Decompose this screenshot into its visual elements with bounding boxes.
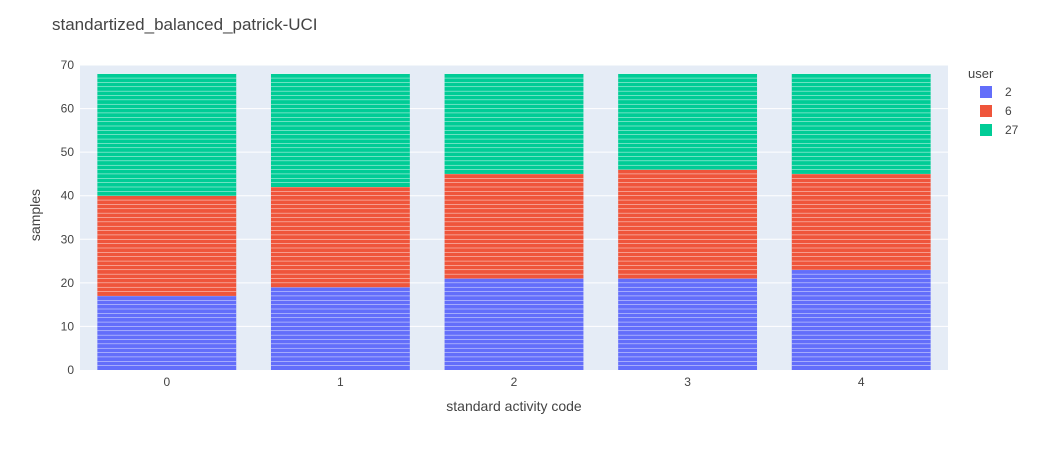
y-tick-label: 30 [61,232,75,246]
bar-user-6-activity-1 [270,187,410,288]
bar-segment [444,173,584,279]
x-tick-label: 2 [511,375,518,389]
bars-layer [97,73,931,370]
x-tick-label: 4 [858,375,865,389]
y-tick-label: 0 [67,363,74,377]
bar-segment [444,73,584,174]
bar-segment [791,269,931,370]
bar-user-2-activity-3 [618,278,758,370]
bar-segment [97,295,237,370]
legend-swatch [980,124,992,136]
x-tick-label: 0 [163,375,170,389]
bar-segment [618,278,758,370]
legend-items: 2 6 27 [980,85,1019,137]
bar-user-2-activity-4 [791,269,931,370]
bar-user-27-activity-2 [444,73,584,174]
bar-segment [618,169,758,279]
x-tick-label: 3 [684,375,691,389]
bar-segment [270,73,410,187]
bar-segment [270,186,410,288]
chart-title: standartized_balanced_patrick-UCI [52,15,318,34]
bar-segment [618,73,758,170]
legend-item-6[interactable]: 6 [980,104,1012,118]
legend-item-27[interactable]: 27 [980,123,1019,137]
bar-user-27-activity-4 [791,73,931,174]
bar-segment [97,195,237,296]
legend-title: user [968,66,994,81]
y-tick-label: 20 [61,276,75,290]
y-tick-label: 50 [61,145,75,159]
y-tick-label: 40 [61,189,75,203]
legend: user 2 6 27 [968,66,1019,137]
bar-segment [444,278,584,370]
bar-user-2-activity-0 [97,295,237,370]
y-tick-label: 10 [61,319,75,333]
x-axis-ticks: 0 1 2 3 4 [163,375,864,389]
bar-user-6-activity-0 [97,195,237,296]
legend-swatch [980,86,992,98]
legend-label: 2 [1005,85,1012,99]
legend-swatch [980,105,992,117]
legend-item-2[interactable]: 2 [980,85,1012,99]
y-axis-ticks: 0 10 20 30 40 50 60 70 [61,58,75,377]
bar-user-6-activity-3 [618,169,758,279]
bar-segment [270,286,410,370]
bar-segment [791,73,931,174]
bar-user-2-activity-1 [270,287,410,370]
y-tick-label: 60 [61,102,75,116]
y-axis-label: samples [27,189,43,241]
x-tick-label: 1 [337,375,344,389]
bar-user-2-activity-2 [444,278,584,370]
bar-segment [97,73,237,196]
x-axis-label: standard activity code [446,398,582,414]
legend-label: 6 [1005,104,1012,118]
bar-segment [791,173,931,270]
y-tick-label: 70 [61,58,75,72]
legend-label: 27 [1005,123,1019,137]
